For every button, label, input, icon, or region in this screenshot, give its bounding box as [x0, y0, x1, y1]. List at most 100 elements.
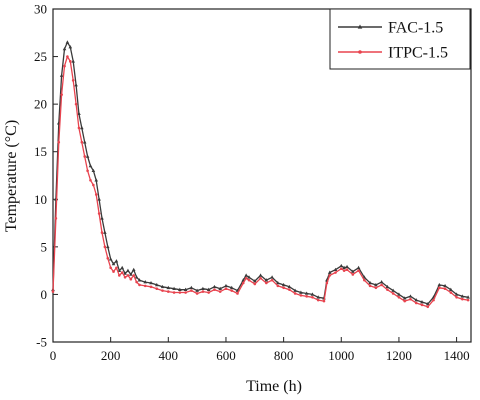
data-point: [374, 282, 378, 287]
data-point: [195, 292, 199, 295]
data-point: [183, 287, 188, 291]
x-tick-label: 600: [216, 348, 236, 363]
data-point: [443, 287, 447, 291]
data-point: [88, 163, 93, 168]
data-point: [100, 216, 104, 220]
data-point: [380, 283, 383, 287]
data-point: [123, 276, 127, 279]
data-point: [131, 267, 136, 271]
data-point: [351, 269, 355, 273]
data-point: [190, 289, 193, 292]
data-point: [126, 268, 130, 272]
data-point: [54, 217, 58, 220]
data-point: [68, 60, 72, 63]
data-point: [437, 282, 442, 287]
legend: FAC-1.5 ITPC-1.5: [329, 8, 471, 70]
data-point: [403, 299, 406, 303]
data-point: [224, 283, 228, 288]
data-point: [230, 289, 234, 292]
data-point: [155, 287, 159, 291]
data-point: [310, 292, 315, 296]
data-point: [103, 245, 107, 249]
data-point: [325, 281, 329, 285]
data-point: [244, 273, 248, 277]
data-point: [63, 64, 66, 68]
data-point: [80, 125, 84, 130]
data-point: [80, 140, 84, 144]
data-point: [293, 292, 297, 295]
data-point: [426, 305, 430, 309]
data-point: [213, 288, 216, 291]
x-tick-label: 1000: [328, 348, 354, 363]
data-point: [105, 244, 110, 249]
data-point: [276, 281, 280, 285]
y-tick-label: 15: [34, 144, 47, 159]
data-point: [71, 79, 75, 82]
data-point: [455, 295, 458, 299]
data-point: [60, 93, 63, 96]
data-point: [129, 272, 133, 276]
data-point: [342, 269, 346, 272]
x-tick-label: 1400: [444, 348, 470, 363]
data-point: [59, 73, 64, 77]
data-point: [189, 285, 194, 290]
data-point: [66, 55, 69, 58]
data-point: [195, 288, 199, 292]
data-point: [167, 290, 170, 293]
data-point: [112, 270, 115, 273]
data-point: [82, 140, 87, 144]
data-point: [454, 292, 459, 296]
data-point: [123, 271, 127, 275]
data-point: [51, 290, 55, 293]
data-point: [466, 298, 470, 302]
data-point: [351, 273, 355, 276]
data-point: [120, 265, 124, 270]
data-point: [94, 193, 98, 196]
x-tick-label: 800: [274, 348, 294, 363]
y-tick-label: 5: [41, 239, 48, 254]
y-tick-label: 0: [41, 287, 48, 302]
data-point: [129, 277, 133, 281]
data-point: [316, 295, 321, 299]
data-point: [305, 295, 308, 298]
data-point: [408, 294, 413, 298]
data-point: [62, 46, 67, 51]
data-point: [149, 281, 153, 285]
data-point: [259, 276, 262, 280]
data-point: [161, 289, 164, 292]
data-point: [137, 278, 142, 282]
data-point: [172, 291, 176, 294]
data-point: [178, 291, 182, 294]
y-tick-label: -5: [36, 335, 47, 350]
data-point: [409, 297, 412, 301]
data-point: [94, 178, 99, 182]
x-tick-label: 400: [159, 348, 179, 363]
data-point: [328, 274, 332, 277]
data-point: [241, 281, 245, 285]
data-point: [143, 280, 148, 284]
data-point: [218, 286, 222, 291]
data-point: [265, 281, 268, 285]
data-point: [460, 294, 465, 298]
data-point: [281, 282, 286, 287]
data-point: [109, 266, 112, 270]
data-point: [252, 279, 257, 283]
y-tick-label: 10: [34, 192, 47, 207]
data-point: [160, 284, 165, 289]
data-point: [339, 267, 343, 271]
data-point: [92, 183, 95, 187]
data-point: [311, 295, 314, 299]
data-point: [206, 287, 211, 291]
data-point: [357, 269, 360, 272]
y-tick-label: 30: [34, 2, 47, 17]
data-point: [86, 169, 89, 173]
data-point: [437, 286, 441, 290]
series-line-fac-1.5: [52, 41, 469, 305]
legend-label: ITPC-1.5: [388, 45, 448, 62]
data-point: [74, 102, 78, 106]
data-point: [71, 59, 75, 63]
data-point: [397, 292, 401, 296]
data-point: [178, 287, 182, 291]
x-tick-label: 200: [101, 348, 121, 363]
